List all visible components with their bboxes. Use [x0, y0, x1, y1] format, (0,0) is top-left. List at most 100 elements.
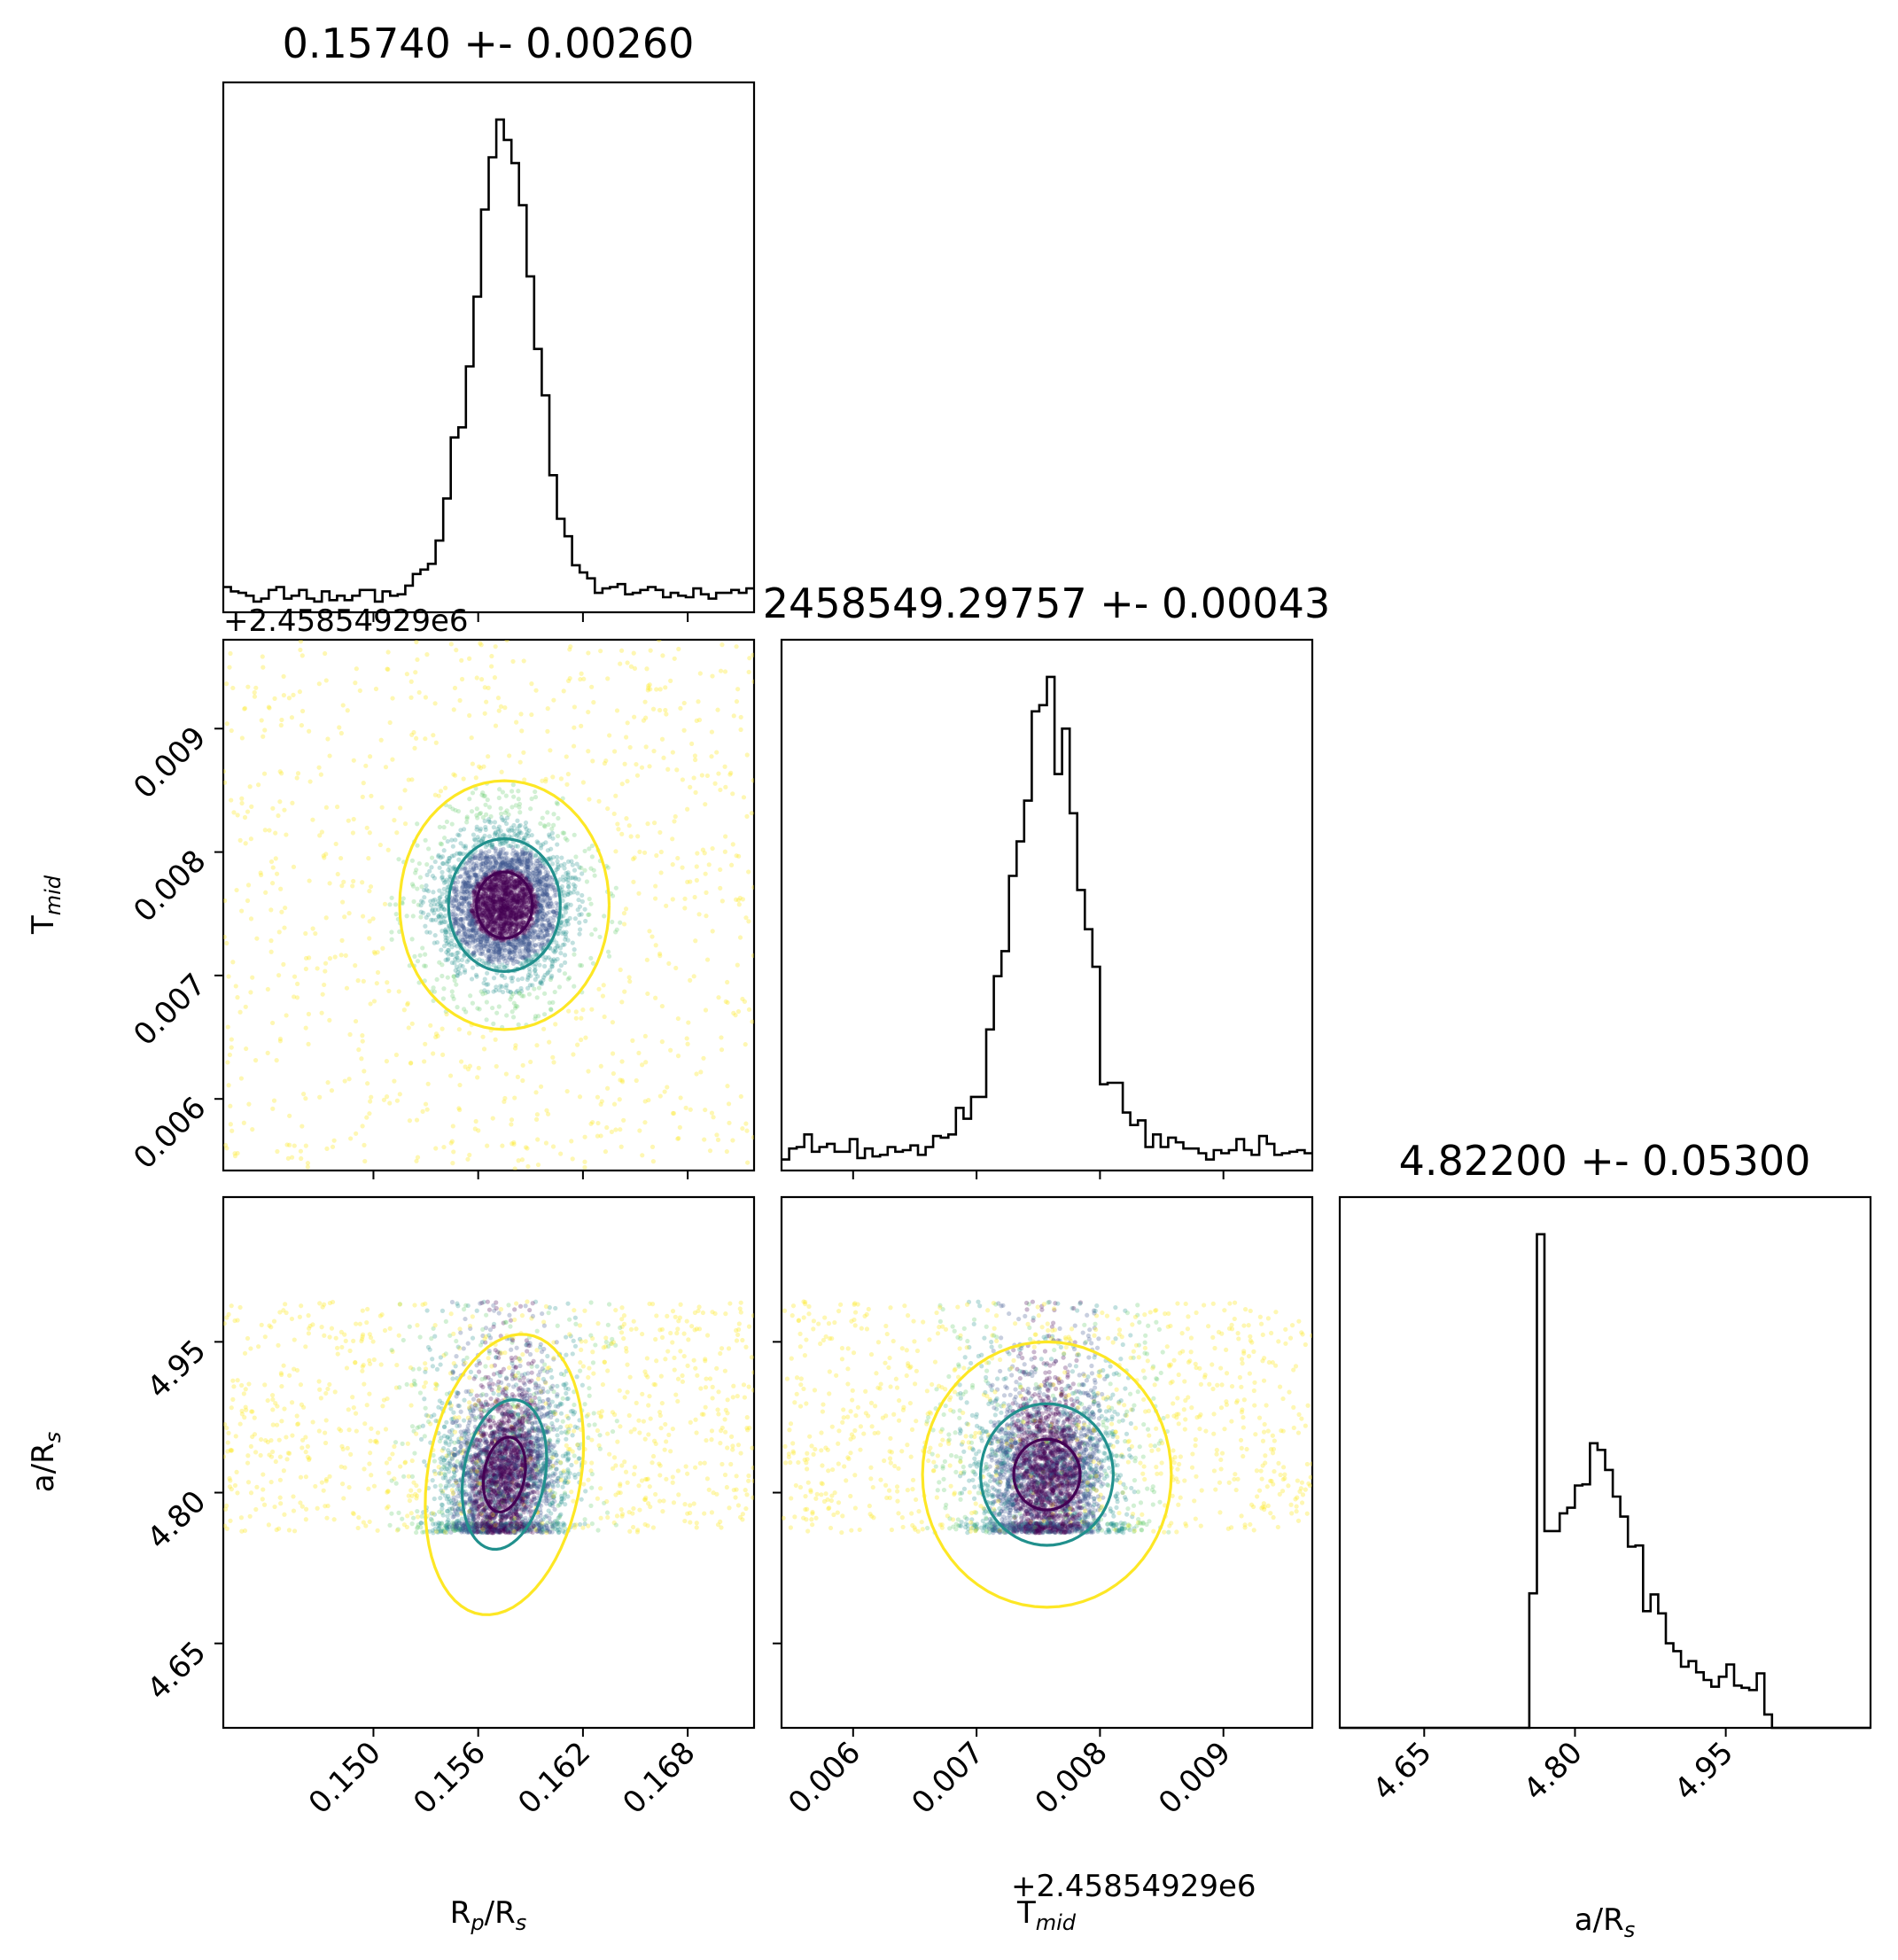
scatter-point: [524, 912, 529, 917]
scatter-point: [481, 907, 486, 913]
scatter-point: [453, 837, 458, 843]
scatter-point: [510, 900, 515, 906]
scatter-point: [498, 860, 503, 866]
scatter-point: [475, 879, 480, 884]
scatter-point: [634, 773, 641, 778]
scatter-point: [478, 934, 484, 939]
scatter-point: [531, 944, 536, 949]
scatter-point: [480, 943, 486, 948]
scatter-point: [699, 773, 704, 778]
scatter-point: [527, 969, 533, 975]
scatter-point: [466, 874, 471, 879]
scatter-point: [368, 1438, 373, 1443]
scatter-point: [517, 830, 522, 836]
scatter-point: [712, 781, 718, 786]
scatter-point: [517, 861, 522, 867]
scatter-point: [417, 953, 423, 958]
scatter-point: [443, 938, 448, 944]
scatter-point: [306, 1011, 312, 1017]
scatter-point: [510, 920, 516, 925]
scatter-point: [564, 902, 569, 907]
scatter-point: [512, 893, 517, 898]
scatter-point: [657, 1093, 663, 1099]
scatter-point: [503, 1071, 509, 1077]
scatter-point: [489, 927, 494, 932]
scatter-point: [437, 960, 442, 965]
scatter-point: [239, 800, 245, 806]
scatter-point: [510, 789, 515, 794]
scatter-point: [508, 916, 514, 922]
scatter-point: [415, 1323, 420, 1328]
scatter-point: [637, 849, 642, 854]
scatter-point: [471, 914, 476, 920]
scatter-point: [492, 675, 498, 681]
scatter-point: [619, 1059, 625, 1064]
scatter-point: [539, 905, 544, 910]
scatter-point: [502, 901, 507, 907]
scatter-point: [484, 999, 489, 1005]
scatter-point: [327, 956, 333, 961]
scatter-point: [495, 925, 502, 930]
scatter-point: [534, 901, 541, 906]
scatter-point: [491, 962, 496, 968]
scatter-point: [455, 906, 461, 912]
scatter-point: [517, 914, 523, 920]
scatter-point: [353, 681, 358, 686]
scatter-point: [533, 1014, 539, 1019]
scatter-point: [295, 771, 301, 776]
scatter-point: [441, 919, 447, 925]
scatter-point: [481, 870, 487, 875]
scatter-point: [517, 911, 522, 916]
scatter-point: [521, 934, 526, 939]
scatter-point: [644, 666, 650, 672]
scatter-point: [532, 986, 537, 992]
scatter-point: [491, 1021, 496, 1026]
scatter-point: [624, 816, 629, 821]
scatter-point: [518, 868, 524, 874]
scatter-point: [520, 961, 525, 966]
scatter-point: [502, 903, 507, 909]
scatter-point: [479, 907, 485, 913]
scatter-point: [520, 919, 525, 924]
scatter-point: [299, 708, 306, 714]
scatter-point: [481, 894, 486, 899]
scatter-point: [489, 915, 495, 921]
scatter-point: [654, 1313, 659, 1318]
scatter-point: [522, 914, 527, 920]
scatter-point: [522, 953, 527, 960]
scatter-point: [406, 1025, 411, 1031]
scatter-point: [730, 791, 735, 797]
scatter-point: [512, 945, 518, 950]
scatter-point: [676, 1492, 681, 1497]
scatter-point: [491, 989, 496, 994]
scatter-point: [496, 852, 502, 857]
scatter-point: [225, 1060, 230, 1065]
scatter-point: [504, 863, 510, 868]
scatter-point: [738, 1451, 743, 1456]
scatter-point: [462, 969, 468, 975]
scatter-point: [473, 1118, 478, 1124]
scatter-point: [241, 1120, 246, 1125]
scatter-point: [524, 904, 529, 910]
scatter-point: [422, 1059, 427, 1064]
scatter-point: [281, 961, 286, 967]
scatter-point: [458, 1059, 464, 1064]
scatter-point: [364, 825, 369, 830]
scatter-point: [735, 1443, 742, 1448]
scatter-point: [371, 949, 377, 955]
scatter-point: [652, 896, 658, 901]
xlabel-rp: Rp/Rs: [450, 1895, 526, 1935]
scatter-point: [224, 681, 229, 687]
scatter-point: [242, 814, 248, 821]
scatter-point: [503, 793, 509, 798]
scatter-point: [402, 821, 408, 827]
scatter-point: [525, 899, 531, 905]
scatter-point: [533, 1090, 539, 1095]
scatter-point: [674, 767, 680, 773]
scatter-point: [702, 851, 707, 856]
scatter-point: [613, 1463, 618, 1468]
scatter-point: [386, 988, 392, 994]
scatter-point: [455, 950, 461, 955]
scatter-point: [459, 923, 464, 929]
scatter-point: [743, 1042, 748, 1047]
